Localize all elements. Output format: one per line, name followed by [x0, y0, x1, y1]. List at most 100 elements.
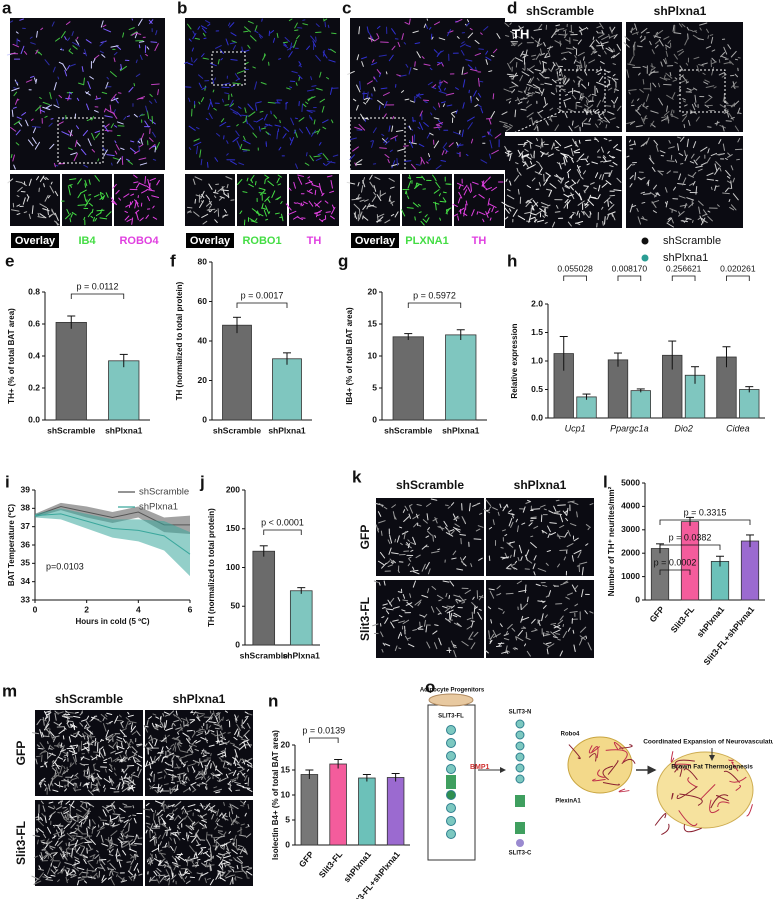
vessel	[671, 751, 674, 762]
micrograph-texture	[246, 827, 248, 828]
micrograph-texture	[415, 217, 416, 220]
y-tick-label: 20	[198, 375, 208, 385]
significance-bracket	[309, 738, 338, 743]
label: BMP1	[470, 764, 490, 771]
y-axis-label: TH (normalized to total protein)	[175, 281, 184, 400]
micrograph-texture	[652, 72, 659, 73]
micrograph-texture	[406, 191, 407, 194]
micrograph-texture	[178, 833, 181, 834]
micrograph-texture	[41, 755, 42, 761]
bar	[301, 775, 318, 846]
micrograph	[486, 498, 594, 576]
micrograph-texture	[177, 781, 181, 782]
label: Slit3-FL	[14, 821, 28, 865]
label: Robo4	[561, 732, 580, 738]
micrograph-texture	[708, 36, 709, 39]
bar	[330, 764, 347, 845]
x-tick-label: shPlxna1	[695, 604, 727, 639]
y-tick-label: 0	[372, 414, 377, 424]
micrograph-texture	[400, 527, 402, 528]
y-tick-label: 20	[281, 739, 291, 749]
micrograph-texture	[279, 59, 281, 60]
micrograph-texture	[197, 859, 200, 860]
micrograph-texture	[368, 92, 369, 97]
micrograph-texture	[80, 819, 82, 820]
micrograph-texture	[266, 219, 268, 220]
micrograph-texture	[193, 865, 199, 866]
micrograph-texture	[38, 748, 43, 749]
y-tick-label: 40	[198, 335, 208, 345]
micrograph-texture	[151, 42, 157, 43]
x-tick-label: 0	[33, 604, 38, 614]
x-tick-label: shScramble	[240, 650, 288, 660]
micrograph-texture	[207, 162, 208, 167]
micrograph-texture	[642, 202, 645, 203]
micrograph-texture	[380, 148, 387, 149]
y-tick-label: 60	[198, 296, 208, 306]
micrograph-texture	[155, 147, 156, 152]
micrograph-texture	[433, 535, 434, 541]
micrograph-texture	[170, 819, 173, 820]
micrograph-texture	[579, 140, 580, 143]
y-tick-label: 1.5	[531, 327, 543, 337]
micrograph	[454, 174, 504, 226]
micrograph-texture	[211, 835, 212, 837]
micrograph-texture	[160, 717, 161, 719]
micrograph-texture	[218, 209, 219, 217]
vessel	[655, 814, 666, 826]
x-tick-label: 2	[84, 604, 89, 614]
x-tick-label: shPlxna1	[105, 425, 143, 435]
micrograph-texture	[120, 818, 124, 819]
micrograph-texture	[215, 728, 219, 729]
y-tick-label: 2000	[621, 547, 640, 557]
domain	[516, 742, 524, 750]
micrograph-texture	[295, 30, 298, 31]
micrograph-texture	[633, 48, 634, 56]
bar	[109, 361, 139, 420]
micrograph-texture	[605, 217, 606, 225]
micrograph-texture	[302, 104, 303, 111]
y-axis-label: Relative expression	[510, 323, 519, 398]
label: i	[5, 472, 10, 491]
micrograph-texture	[41, 766, 44, 767]
micrograph-texture	[98, 159, 99, 161]
micrograph-texture	[532, 93, 534, 94]
domain	[516, 720, 524, 728]
y-tick-label: 38	[21, 503, 31, 513]
micrograph-texture	[213, 90, 214, 92]
micrograph-texture	[472, 612, 473, 619]
label: ROBO1	[242, 235, 281, 247]
label: shScramble	[396, 478, 464, 492]
micrograph-texture	[529, 202, 531, 203]
micrograph-texture	[440, 201, 446, 202]
micrograph-texture	[332, 33, 336, 34]
legend-label: shScramble	[139, 487, 189, 498]
micrograph-texture	[572, 121, 573, 125]
label: shPlxna1	[173, 692, 226, 706]
y-tick-label: 0.2	[28, 382, 40, 392]
bar	[56, 322, 86, 420]
y-tick-label: 0.5	[531, 384, 543, 394]
label: shPlxna1	[654, 4, 707, 18]
micrograph-texture	[127, 862, 131, 863]
micrograph-texture	[711, 187, 712, 189]
micrograph-texture	[119, 818, 120, 821]
micrograph-texture	[185, 859, 190, 860]
micrograph-texture	[97, 790, 99, 791]
micrograph-texture	[197, 785, 200, 786]
y-tick-label: 36	[21, 539, 31, 549]
micrograph	[505, 136, 622, 228]
domain	[447, 817, 456, 826]
micrograph-texture	[117, 875, 118, 877]
micrograph-texture	[447, 606, 452, 607]
bar	[223, 325, 252, 420]
micrograph-texture	[544, 509, 546, 510]
micrograph-texture	[228, 193, 229, 197]
micrograph-texture	[306, 153, 307, 156]
micrograph-texture	[145, 177, 146, 184]
micrograph-texture	[299, 77, 300, 80]
micrograph-texture	[532, 509, 540, 510]
y-tick-label: 37	[21, 521, 31, 531]
micrograph-texture	[573, 212, 576, 213]
